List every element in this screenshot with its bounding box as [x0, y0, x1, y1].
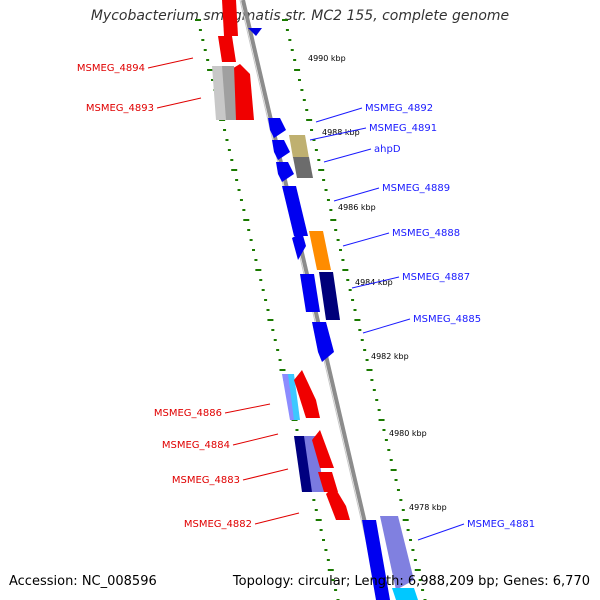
gene-block[interactable] — [312, 322, 334, 362]
gene-block[interactable] — [293, 157, 313, 178]
genome-summary: Topology: circular; Length: 6,988,209 bp… — [232, 574, 590, 589]
gene-block[interactable] — [300, 274, 320, 312]
gene-label-forward[interactable]: MSMEG_4887 — [402, 272, 470, 283]
gene-label-forward[interactable]: MSMEG_4889 — [382, 183, 450, 194]
gene-label-reverse[interactable]: MSMEG_4884 — [162, 440, 230, 451]
gene-label-forward[interactable]: MSMEG_4885 — [413, 314, 481, 325]
gene-block[interactable] — [218, 36, 236, 62]
gene-block[interactable] — [326, 486, 350, 520]
accession-label: Accession: NC_008596 — [9, 574, 157, 589]
gene-block[interactable] — [392, 588, 418, 600]
leader-line — [351, 276, 400, 289]
gene-block[interactable] — [268, 118, 286, 138]
leader-line — [156, 97, 202, 109]
gene-label-reverse[interactable]: MSMEG_4886 — [154, 408, 222, 419]
gene-block[interactable] — [230, 64, 254, 120]
gene-block[interactable] — [222, 0, 238, 36]
leader-line — [224, 403, 271, 414]
gene-block[interactable] — [312, 430, 334, 468]
leader-line — [342, 232, 390, 247]
gene-block[interactable] — [272, 140, 290, 160]
gene-block[interactable] — [304, 436, 324, 492]
gene-label-reverse[interactable]: MSMEG_4893 — [86, 103, 154, 114]
leader-line — [417, 523, 465, 541]
gene-block[interactable] — [380, 516, 414, 590]
leader-line — [315, 107, 363, 123]
leader-line — [333, 187, 380, 202]
tick-label: 4980 kbp — [389, 429, 427, 438]
tick-label: 4982 kbp — [371, 352, 409, 361]
gene-block[interactable] — [362, 520, 390, 600]
tick-label: 4990 kbp — [308, 54, 346, 63]
tick-label: 4978 kbp — [409, 503, 447, 512]
gene-label-reverse[interactable]: MSMEG_4883 — [172, 475, 240, 486]
gene-block[interactable] — [292, 232, 306, 260]
gene-block[interactable] — [282, 186, 308, 236]
leader-line — [242, 468, 289, 481]
tick-label: 4986 kbp — [338, 203, 376, 212]
gene-block[interactable] — [294, 370, 320, 418]
gene-label-reverse[interactable]: MSMEG_4882 — [184, 519, 252, 530]
leader-line — [232, 433, 279, 446]
gene-block[interactable] — [276, 162, 294, 182]
gene-block[interactable] — [289, 135, 309, 158]
leader-line — [254, 512, 300, 525]
gene-label-forward[interactable]: MSMEG_4888 — [392, 228, 460, 239]
gene-label-forward[interactable]: MSMEG_4892 — [365, 103, 433, 114]
gene-label-reverse[interactable]: MSMEG_4894 — [77, 63, 145, 74]
gene-block[interactable] — [309, 231, 331, 270]
gene-block[interactable] — [248, 28, 262, 36]
leader-line — [362, 318, 411, 334]
gene-label-forward[interactable]: MSMEG_4881 — [467, 519, 535, 530]
gene-label-forward[interactable]: ahpD — [374, 144, 401, 155]
leader-line — [323, 148, 372, 163]
gene-block[interactable] — [222, 66, 236, 120]
leader-line — [147, 57, 194, 69]
gene-label-forward[interactable]: MSMEG_4891 — [369, 123, 437, 134]
leader-line — [309, 127, 367, 141]
gene-block[interactable] — [319, 272, 340, 320]
tick-label: 4988 kbp — [322, 128, 360, 137]
gene-block[interactable] — [288, 374, 300, 420]
